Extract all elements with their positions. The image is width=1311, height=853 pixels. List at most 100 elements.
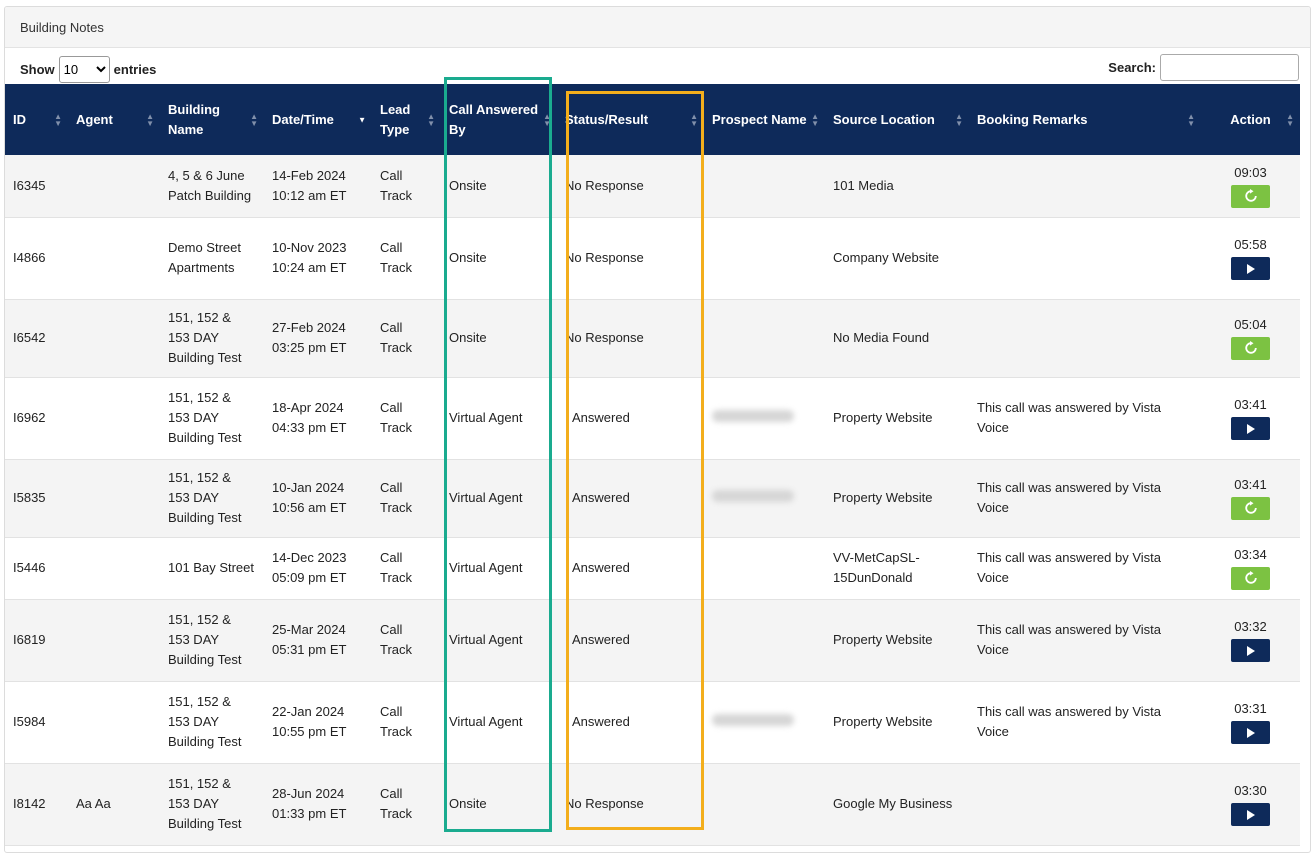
cell-date-time: 27-Feb 2024 03:25 pm ET [264, 299, 372, 378]
search-label: Search: [1108, 60, 1156, 75]
column-header-id[interactable]: ID ▲ ▼ [5, 84, 68, 155]
call-duration: 03:34 [1234, 546, 1267, 562]
cell-building-name: 151, 152 & 153 DAY Building Test [160, 763, 264, 846]
sort-icon[interactable]: ▲▼ [690, 111, 698, 128]
cell-booking-remarks: This call was answered by Vista Voice [969, 537, 1201, 600]
cell-id: I6345 [5, 155, 68, 218]
cell-action: 03:32 [1201, 599, 1300, 682]
cell-call-answered-by: Virtual Agent [441, 537, 557, 600]
play-recording-button[interactable] [1231, 257, 1270, 281]
play-recording-button[interactable] [1231, 721, 1270, 745]
cell-agent [68, 681, 160, 764]
cell-building-name: 151, 152 & 153 DAY Building Test [160, 599, 264, 682]
cell-date-time: 25-Mar 2024 05:31 pm ET [264, 599, 372, 682]
cell-lead-type: Call Track [372, 377, 441, 460]
column-header-lead-type[interactable]: Lead Type ▲ ▼ [372, 84, 441, 155]
cell-lead-type: Call Track [372, 299, 441, 378]
column-header-booking-remarks[interactable]: Booking Remarks ▲ ▼ [969, 84, 1201, 155]
date-text: 18-Apr 2024 [272, 400, 344, 415]
sort-icon[interactable]: ▲▼ [250, 111, 258, 128]
table-header-row: ID▲▼Agent▲▼Building Name▲▼Date/Time▲▼Lea… [5, 84, 1300, 155]
page-size-control: Show 10 entries [20, 56, 156, 83]
date-text: 14-Dec 2023 [272, 550, 347, 565]
cell-source-location: Property Website [825, 459, 969, 538]
cell-source-location: 101 Media [825, 155, 969, 218]
column-header-source-location[interactable]: Source Location ▲ ▼ [825, 84, 969, 155]
date-text: 27-Feb 2024 [272, 320, 346, 335]
sort-icon[interactable]: ▲▼ [811, 111, 819, 128]
sort-icon[interactable]: ▲▼ [358, 115, 366, 124]
sort-icon[interactable]: ▲▼ [146, 111, 154, 128]
cell-id: I5446 [5, 537, 68, 600]
cell-status: Answered [557, 537, 704, 600]
table-row: I6345 4, 5 & 6 June Patch Building 14-Feb … [5, 155, 1300, 218]
cell-agent: Aa Aa [68, 763, 160, 846]
column-header-call-answered-by[interactable]: Call Answered By ▲ ▼ [441, 84, 557, 155]
cell-date-time: 22-Jan 2024 10:55 pm ET [264, 681, 372, 764]
cell-prospect-name [704, 377, 825, 460]
column-header-status-result[interactable]: Status/Result ▲ ▼ [557, 84, 704, 155]
table-row: I5835 151, 152 & 153 DAY Building Test 10-… [5, 459, 1300, 538]
search-input[interactable] [1160, 54, 1299, 81]
cell-prospect-name [704, 299, 825, 378]
column-header-label: Building Name [168, 101, 220, 137]
time-text: 10:56 am ET [272, 500, 347, 515]
cell-source-location: Google My Business [825, 763, 969, 846]
time-text: 01:33 pm ET [272, 806, 347, 821]
refresh-recording-button[interactable] [1231, 336, 1270, 360]
time-text: 10:55 pm ET [272, 724, 347, 739]
sort-icon[interactable]: ▲▼ [543, 111, 551, 128]
cell-call-answered-by: Virtual Agent [441, 459, 557, 538]
sort-icon[interactable]: ▲▼ [955, 111, 963, 128]
column-header-building-name[interactable]: Building Name ▲ ▼ [160, 84, 264, 155]
cell-building-name: 151, 152 & 153 DAY Building Test [160, 299, 264, 378]
cell-booking-remarks: This call was answered by Vista Voice [969, 599, 1201, 682]
cell-id: I4866 [5, 217, 68, 300]
cell-id: I5984 [5, 681, 68, 764]
cell-agent [68, 377, 160, 460]
refresh-icon [1244, 189, 1258, 203]
play-recording-button[interactable] [1231, 803, 1270, 827]
refresh-recording-button[interactable] [1231, 184, 1270, 208]
page-size-select[interactable]: 10 [58, 56, 110, 83]
building-notes-table: ID▲▼Agent▲▼Building Name▲▼Date/Time▲▼Lea… [5, 84, 1300, 846]
cell-date-time: 10-Jan 2024 10:56 am ET [264, 459, 372, 538]
cell-booking-remarks [969, 217, 1201, 300]
column-header-label: Action [1230, 111, 1271, 127]
play-recording-button[interactable] [1231, 639, 1270, 663]
column-header-agent[interactable]: Agent ▲ ▼ [68, 84, 160, 155]
column-header-action[interactable]: Action ▲ ▼ [1201, 84, 1300, 155]
cell-status: No Response [557, 299, 704, 378]
cell-date-time: 14-Dec 2023 05:09 pm ET [264, 537, 372, 600]
cell-building-name: 151, 152 & 153 DAY Building Test [160, 681, 264, 764]
play-icon [1246, 423, 1256, 435]
refresh-recording-button[interactable] [1231, 496, 1270, 520]
call-duration: 03:31 [1234, 701, 1267, 717]
play-icon [1246, 263, 1256, 275]
sort-icon[interactable]: ▲▼ [1286, 111, 1294, 128]
cell-action: 03:34 [1201, 537, 1300, 600]
cell-agent [68, 217, 160, 300]
refresh-recording-button[interactable] [1231, 566, 1270, 590]
panel-title: Building Notes [5, 7, 1310, 48]
cell-source-location: No Media Found [825, 299, 969, 378]
refresh-icon [1244, 571, 1258, 585]
column-header-date-time[interactable]: Date/Time ▲▼ [264, 84, 372, 155]
cell-booking-remarks [969, 299, 1201, 378]
prospect-name-redacted [712, 490, 794, 502]
time-text: 05:09 pm ET [272, 570, 347, 585]
sort-icon[interactable]: ▲▼ [1187, 111, 1195, 128]
play-recording-button[interactable] [1231, 417, 1270, 441]
column-header-prospect-name[interactable]: Prospect Name ▲ ▼ [704, 84, 825, 155]
cell-lead-type: Call Track [372, 217, 441, 300]
cell-date-time: 14-Feb 2024 10:12 am ET [264, 155, 372, 218]
cell-prospect-name [704, 155, 825, 218]
column-header-label: Call Answered By [449, 101, 539, 137]
cell-call-answered-by: Onsite [441, 155, 557, 218]
cell-building-name: 151, 152 & 153 DAY Building Test [160, 377, 264, 460]
cell-lead-type: Call Track [372, 599, 441, 682]
sort-icon[interactable]: ▲▼ [54, 111, 62, 128]
column-header-label: Agent [76, 111, 113, 127]
cell-prospect-name [704, 763, 825, 846]
sort-icon[interactable]: ▲▼ [427, 111, 435, 128]
